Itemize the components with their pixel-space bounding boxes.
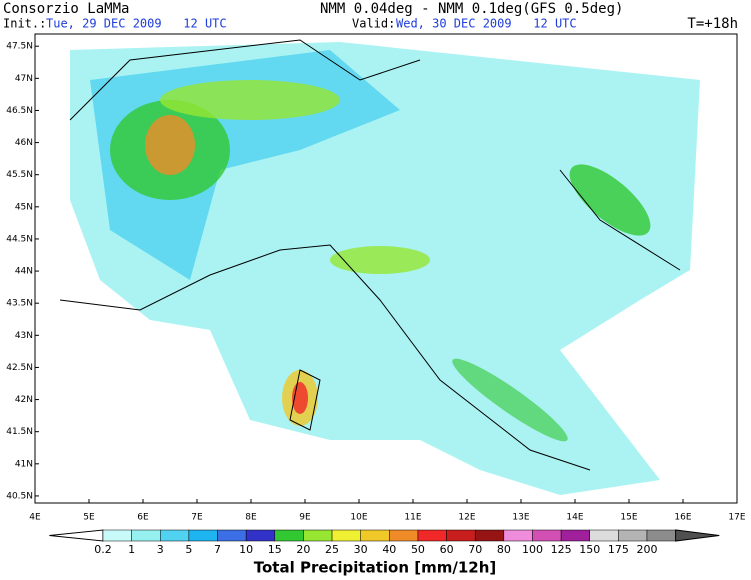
- init: Tue, 29 DEC 2009 12 UTC: [46, 17, 227, 31]
- colorbar-label: 7: [214, 543, 221, 556]
- lon-tick-label: 4E: [29, 513, 41, 523]
- lon-tick-label: 13E: [512, 513, 529, 523]
- colorbar-label: 30: [354, 543, 368, 556]
- lat-tick-label: 46.5N: [6, 106, 33, 116]
- lon-tick-label: 11E: [404, 513, 421, 523]
- colorbar-bin: [417, 529, 447, 542]
- colorbar-bin: [274, 529, 304, 542]
- colorbar-label: 175: [608, 543, 629, 556]
- colorbar-bin: [589, 529, 619, 542]
- colorbar-label: 50: [411, 543, 425, 556]
- colorbar-label: 10: [239, 543, 253, 556]
- lat-tick-label: 47N: [15, 74, 33, 84]
- lon-tick-label: 17E: [728, 513, 745, 523]
- colorbar-bin: [560, 529, 590, 542]
- colorbar-bin: [446, 529, 476, 542]
- valid-label: Valid:: [352, 17, 395, 31]
- colorbar-bin: [217, 529, 247, 542]
- map-frame: [34, 33, 738, 504]
- lon-tick-label: 16E: [674, 513, 691, 523]
- lat-tick-label: 46N: [15, 138, 33, 148]
- lon-tick-label: 14E: [566, 513, 583, 523]
- colorbar-bin: [618, 529, 648, 542]
- colorbar-label: 15: [268, 543, 282, 556]
- colorbar-title: Total Precipitation [mm/12h]: [254, 559, 497, 577]
- colorbar-label: 25: [325, 543, 339, 556]
- lat-tick-label: 44.5N: [6, 234, 33, 244]
- lat-tick-label: 45N: [15, 202, 33, 212]
- colorbar-bin: [389, 529, 419, 542]
- lat-tick-label: 41N: [15, 459, 33, 469]
- colorbar-label: 3: [157, 543, 164, 556]
- colorbar-label: 200: [637, 543, 658, 556]
- lon-tick-label: 9E: [299, 513, 311, 523]
- lon-tick-label: 5E: [83, 513, 95, 523]
- colorbar-label: 1: [128, 543, 135, 556]
- coastline: [59, 39, 681, 471]
- lead-time: T=+18h: [687, 16, 738, 32]
- lat-tick-label: 47.5N: [6, 42, 33, 52]
- lat-tick-label: 43N: [15, 331, 33, 341]
- colorbar-label: 5: [185, 543, 192, 556]
- valid: Wed, 30 DEC 2009 12 UTC: [396, 17, 577, 31]
- colorbar-label: 20: [296, 543, 310, 556]
- colorbar-label: 70: [468, 543, 482, 556]
- colorbar-label: 80: [497, 543, 511, 556]
- colorbar-bin: [303, 529, 333, 542]
- colorbar-bin: [331, 529, 361, 542]
- lat-tick-label: 41.5N: [6, 427, 33, 437]
- colorbar-high: [675, 529, 720, 542]
- colorbar-bin: [131, 529, 161, 542]
- lat-tick-label: 40.5N: [6, 491, 33, 501]
- colorbar-bin: [646, 529, 676, 542]
- colorbar-bin: [160, 529, 190, 542]
- colorbar-label: 150: [579, 543, 600, 556]
- lat-tick-label: 45.5N: [6, 170, 33, 180]
- title: Consorzio LaMMa: [3, 1, 129, 17]
- colorbar-bin: [360, 529, 390, 542]
- lat-tick-label: 44N: [15, 267, 33, 277]
- colorbar-bin: [188, 529, 218, 542]
- lon-tick-label: 10E: [350, 513, 367, 523]
- colorbar-bin: [532, 529, 562, 542]
- colorbar-low: [49, 529, 104, 542]
- lat-tick-label: 43.5N: [6, 299, 33, 309]
- lat-tick-label: 42.5N: [6, 363, 33, 373]
- colorbar-label: 100: [522, 543, 543, 556]
- precip-field: [70, 42, 700, 495]
- lon-tick-label: 8E: [245, 513, 257, 523]
- colorbar-bin: [474, 529, 505, 542]
- colorbar-label: 40: [382, 543, 396, 556]
- colorbar-bin: [503, 529, 533, 542]
- lon-tick-label: 6E: [137, 513, 149, 523]
- colorbar-label: 125: [551, 543, 572, 556]
- colorbar-label: 60: [440, 543, 454, 556]
- colorbar-bin: [102, 529, 132, 542]
- lat-tick-label: 42N: [15, 395, 33, 405]
- init-label: Init.:: [3, 17, 46, 31]
- colorbar-bin: [245, 529, 276, 542]
- lon-tick-label: 15E: [620, 513, 637, 523]
- lon-tick-label: 12E: [458, 513, 475, 523]
- lon-tick-label: 7E: [191, 513, 203, 523]
- colorbar-label: 0.2: [94, 543, 112, 556]
- model: NMM 0.04deg - NMM 0.1deg(GFS 0.5deg): [320, 1, 623, 17]
